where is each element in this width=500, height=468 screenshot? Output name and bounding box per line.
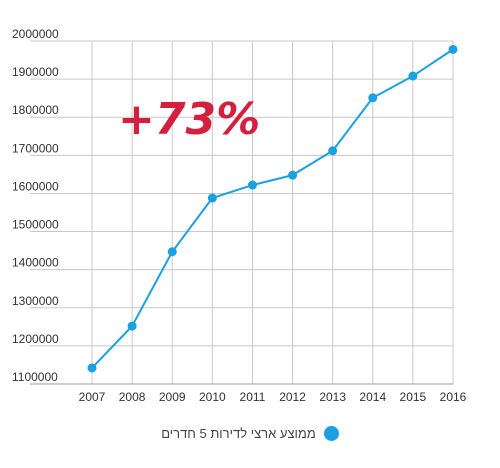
data-point [408, 71, 418, 81]
y-tick-label: 1900000 [12, 65, 59, 79]
series [87, 44, 458, 373]
legend-marker [323, 426, 339, 441]
x-tick-label: 2014 [359, 390, 386, 404]
x-tick-label: 2011 [240, 390, 266, 404]
y-tick-label: 1300000 [12, 294, 59, 308]
x-tick-label: 2009 [159, 390, 186, 404]
data-point [127, 321, 137, 331]
x-tick-label: 2007 [79, 390, 106, 404]
y-tick-label: 2000000 [12, 27, 59, 41]
legend-label: ממוצע ארצי לדירות 5 חדרים [161, 426, 316, 441]
data-point [207, 193, 217, 203]
x-tick-label: 2013 [319, 390, 346, 404]
grid [30, 40, 454, 384]
x-tick-label: 2015 [400, 390, 427, 404]
data-point [87, 363, 97, 373]
data-point [288, 170, 298, 180]
series-line [91, 48, 454, 369]
x-tick-label: 2010 [199, 390, 226, 404]
x-tick-label: 2012 [279, 390, 306, 404]
data-point [247, 180, 257, 190]
y-tick-label: 1200000 [12, 332, 59, 346]
y-tick-label: 1500000 [12, 218, 59, 232]
y-tick-label: 1100000 [12, 370, 58, 384]
legend: ממוצע ארצי לדירות 5 חדרים [0, 426, 500, 446]
x-tick-label: 2008 [119, 390, 146, 404]
tick-labels: 1100000 1200000 1300000 1400000 1500000 16000… [12, 27, 467, 404]
y-tick-label: 1800000 [12, 103, 59, 117]
data-point [328, 146, 338, 156]
y-tick-label: 1600000 [12, 179, 59, 193]
data-point [368, 93, 378, 103]
y-tick-label: 1700000 [12, 141, 59, 155]
change-annotation: +73% [118, 94, 260, 145]
x-tick-label: 2016 [440, 390, 467, 404]
y-tick-label: 1400000 [12, 256, 59, 270]
data-point [167, 247, 177, 257]
data-point [448, 44, 458, 54]
